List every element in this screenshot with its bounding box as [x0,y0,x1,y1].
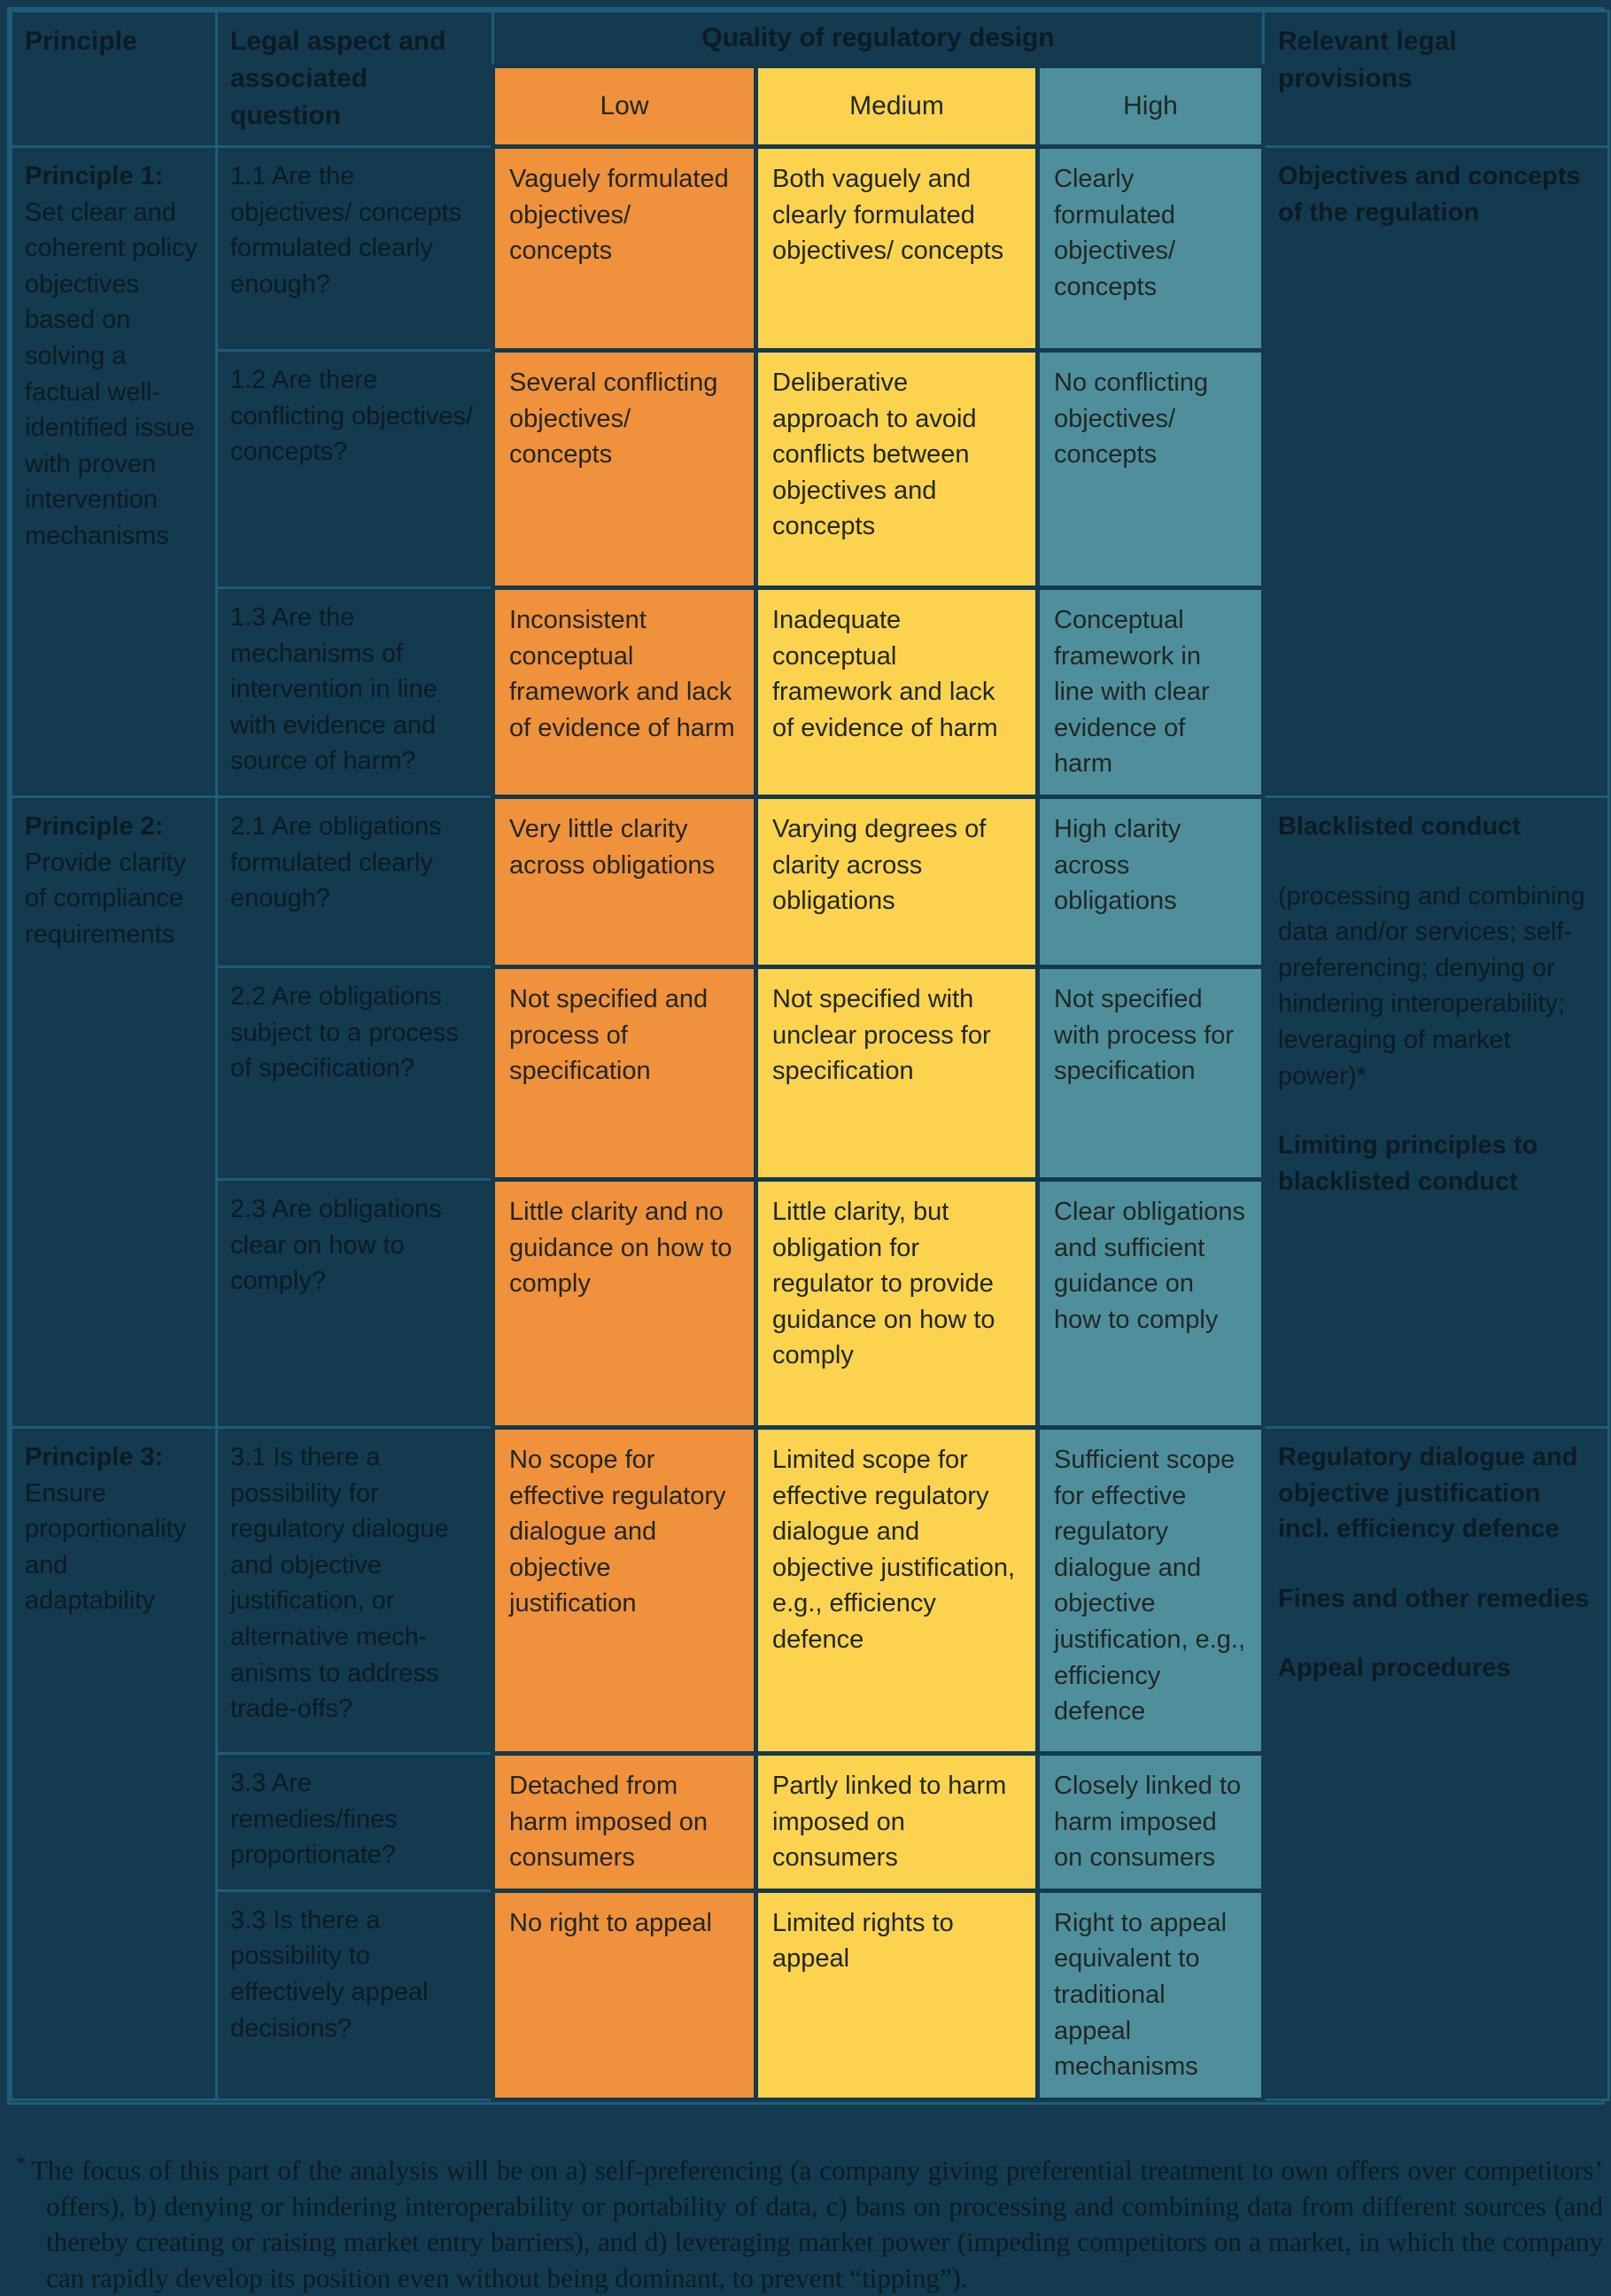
rating-3-3-remedies-medium: Partly linked to harm imposed on consume… [754,1750,1040,1893]
rating-2-1-medium: Varying degrees of clarity across obliga… [754,794,1040,969]
rating-3-1-medium: Limited scope for effective regulatory d… [754,1424,1040,1756]
rating-3-3-appeal-low: No right to appeal [491,1888,758,2102]
table-row: 3.3 Is there a possibility to effectivel… [12,1888,1609,2102]
table-row: 1.3 Are the mechanisms of intervention i… [12,586,1609,799]
table-row: 3.3 Are remedies/fines proportionate? De… [12,1750,1609,1893]
question-3-1: 3.1 Is there a possibility for regulator… [215,1425,494,1755]
table-row: 2.2 Are obligations subject to a process… [12,964,1609,1182]
question-3-3-remedies: 3.3 Are remedies/fines proportionate? [215,1751,494,1892]
table-row: 1.2 Are there conflicting objectives/ co… [12,348,1609,590]
rating-1-3-medium: Inadequate conceptual framework and lack… [754,586,1040,799]
rating-2-1-high: High clarity across obligations [1035,794,1266,969]
principle-3-cell: Principle 3: Ensure proportion­ality and… [10,1425,218,2101]
table-frame: Principle Legal aspect and associated qu… [7,7,1610,2105]
question-1-1: 1.1 Are the objectives/ concepts formula… [215,145,494,352]
rating-3-3-appeal-high: Right to appeal equivalent to traditiona… [1035,1888,1266,2102]
principle-1-cell: Principle 1: Set clear and coher­ent pol… [10,145,218,798]
rating-1-1-high: Clearly formulated objectives/ concepts [1035,144,1266,353]
provision-paragraph: Fines and other remedies [1278,1584,1590,1613]
rating-1-1-low: Vaguely formulated objectives/ concepts [491,144,758,353]
rating-2-2-low: Not specified and process of specificati… [491,964,758,1182]
provision-paragraph: Blacklisted conduct [1278,811,1521,841]
col-header-principle: Principle [10,10,218,148]
rating-2-3-high: Clear obligations and sufficient guidanc… [1035,1176,1266,1430]
rating-1-2-medium: Deliberative approach to avoid conflicts… [754,348,1040,590]
rating-1-2-high: No conflicting objectives/ concepts [1035,348,1266,590]
question-2-2: 2.2 Are obligations subject to a process… [215,965,494,1181]
question-3-3-appeal: 3.3 Is there a possibility to effectivel… [215,1889,494,2101]
question-1-3: 1.3 Are the mechanisms of intervention i… [215,586,494,798]
rating-2-3-low: Little clarity and no guidance on how to… [491,1176,758,1430]
provision-paragraph: Objectives and concepts of the regulatio… [1278,162,1581,227]
col-header-medium: Medium [754,64,1040,149]
rating-1-2-low: Several conflicting objectives/ concepts [491,348,758,590]
rating-1-1-medium: Both vaguely and clearly formulated obje… [754,144,1040,353]
col-header-quality-of-regulatory-design: Quality of regulatory design [492,9,1265,68]
footnote: * The focus of this part of the analysis … [7,2151,1605,2296]
principle-3-title: Principle 3: [25,1442,164,1471]
principle-2-title: Principle 2: [25,811,164,841]
col-header-high: High [1035,64,1266,149]
question-2-1: 2.1 Are obligations formulated clearly e… [215,795,494,968]
provision-paragraph: Limiting principles to blacklisted condu… [1278,1131,1538,1196]
footnote-asterisk: * [16,2151,26,2174]
rating-2-1-low: Very little clarity across obligations [491,794,758,969]
table-row: Principle 3: Ensure proportion­ality and… [10,1424,1610,2101]
rating-1-3-high: Conceptual framework in line with clear … [1035,586,1266,799]
regulatory-design-table: Principle Legal aspect and associated qu… [10,9,1610,2102]
rating-3-3-remedies-high: Closely linked to harm imposed on consum… [1035,1750,1266,1893]
provisions-principle-3: Regulatory dialogue and objective justif… [1262,1425,1610,2101]
principle-1-title: Principle 1: [25,162,164,190]
rating-2-2-high: Not specified with process for specifica… [1035,964,1266,1182]
table-row: Principle 1: Set clear and coher­ent pol… [10,144,1610,798]
question-2-3: 2.3 Are obligations clear on how to comp… [215,1177,494,1429]
principle-2-text: Provide clarity of compliance require­me… [25,848,187,949]
rating-3-3-appeal-medium: Limited rights to appeal [754,1888,1040,2102]
principle-2-cell: Principle 2: Provide clarity of complian… [10,795,218,1429]
col-header-low: Low [491,64,758,149]
provisions-principle-2: Blacklisted conduct (processing and comb… [1262,795,1610,1429]
question-1-2: 1.2 Are there conflicting objectives/ co… [215,349,494,589]
footnote-text: The focus of this part of the analysis w… [31,2154,1603,2293]
rating-3-3-remedies-low: Detached from harm imposed on consumers [491,1750,758,1893]
col-header-legal-aspect: Legal aspect and associated question [215,10,494,148]
rating-1-3-low: Inconsistent conceptual framework and la… [491,586,758,799]
rating-2-2-medium: Not specified with unclear process for s… [754,964,1040,1182]
principle-3-text: Ensure proportion­ality and adaptability [25,1478,187,1616]
principle-1-text: Set clear and coher­ent policy objective… [25,198,198,550]
col-header-relevant-legal-provisions: Relevant legal provisions [1262,10,1610,148]
provisions-principle-1: Objectives and concepts of the regulatio… [1262,145,1610,798]
rating-3-1-high: Sufficient scope for effective regulator… [1035,1424,1266,1756]
provision-paragraph: Regulatory dialogue and objective justif… [1278,1442,1578,1544]
rating-2-3-medium: Little clarity, but obligation for regul… [754,1176,1040,1430]
table-row: 2.3 Are obligations clear on how to comp… [12,1176,1609,1430]
rating-3-1-low: No scope for effective regulatory dialog… [491,1424,758,1756]
table-row: Principle 2: Provide clarity of complian… [10,794,1610,1429]
provision-paragraph: (processing and combining data and/or se… [1278,881,1585,1090]
provision-paragraph: Appeal procedures [1278,1654,1511,1683]
